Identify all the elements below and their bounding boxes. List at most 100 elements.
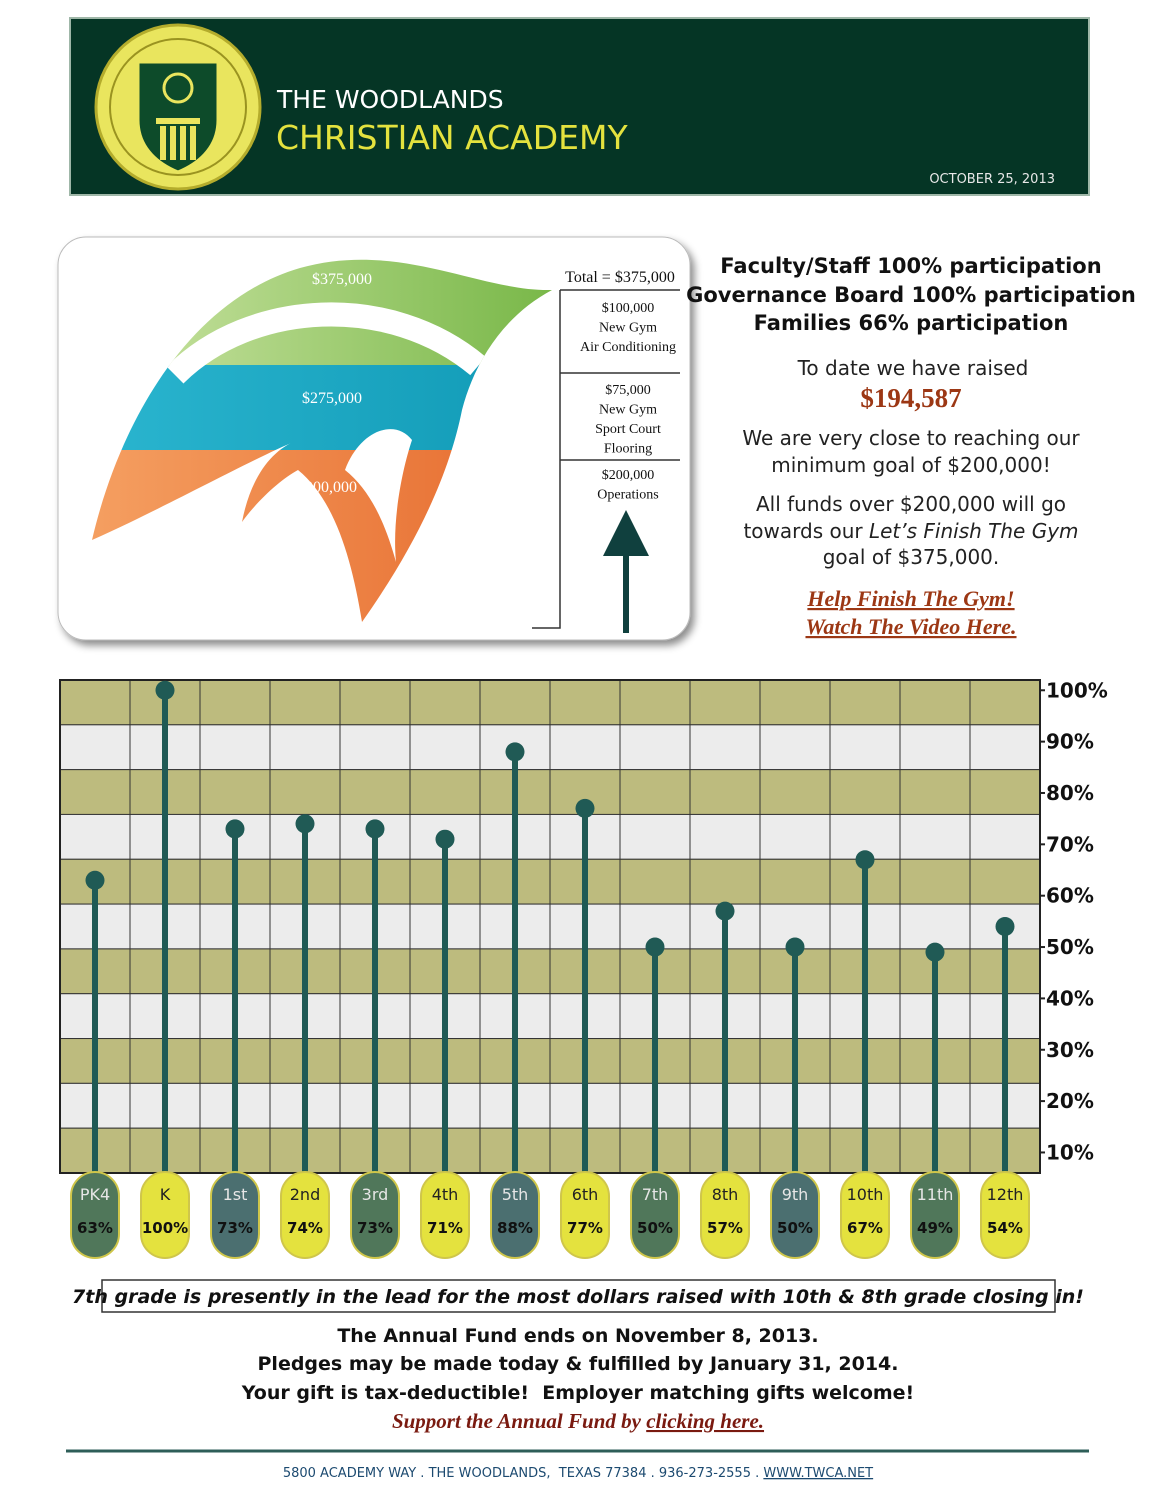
- school-name-1: THE WOODLANDS: [276, 85, 504, 114]
- box-item: Sport Court: [595, 422, 661, 437]
- y-tick-label: 10%: [1046, 1140, 1094, 1164]
- box-item: New Gym: [599, 321, 657, 336]
- y-tick-label: 40%: [1046, 986, 1094, 1010]
- funds-line: All funds over $200,000 will go: [756, 492, 1066, 516]
- dot: [295, 814, 315, 834]
- dot: [435, 829, 455, 849]
- website[interactable]: WWW.TWCA.NET: [763, 1466, 873, 1481]
- grade-pill: [70, 1171, 120, 1259]
- raised-intro: To date we have raised: [797, 356, 1029, 380]
- note-line: The Annual Fund ends on November 8, 2013…: [337, 1325, 818, 1347]
- band-label: $275,000: [302, 390, 362, 407]
- x-tick-label: 12th: [987, 1185, 1024, 1204]
- grade-pill: [350, 1171, 400, 1259]
- note-line: Pledges may be made today & fulfilled by…: [258, 1353, 899, 1375]
- value-label: 73%: [357, 1219, 393, 1237]
- grade-pill: [140, 1171, 190, 1259]
- address: 5800 ACADEMY WAY . THE WOODLANDS, TEXAS …: [283, 1466, 764, 1481]
- value-label: 73%: [217, 1219, 253, 1237]
- video-link[interactable]: Help Finish The Gym!: [806, 586, 1014, 611]
- value-label: 74%: [287, 1219, 323, 1237]
- close-line: minimum goal of $200,000!: [771, 453, 1050, 477]
- box-item: New Gym: [599, 403, 657, 418]
- dot: [155, 680, 175, 700]
- dot: [785, 937, 805, 957]
- dot: [365, 819, 385, 839]
- participation: Faculty/Staff 100% participation: [720, 254, 1101, 278]
- value-label: 67%: [847, 1219, 883, 1237]
- y-tick-label: 50%: [1046, 935, 1094, 959]
- logo: [94, 23, 262, 191]
- dot: [995, 917, 1015, 936]
- y-tick-label: 20%: [1046, 1089, 1094, 1113]
- funds-line: towards our Let’s Finish The Gym: [743, 519, 1078, 543]
- support-text: Support the Annual Fund by: [392, 1409, 646, 1433]
- value-label: 100%: [142, 1219, 188, 1237]
- footer: 5800 ACADEMY WAY . THE WOODLANDS, TEXAS …: [283, 1466, 873, 1481]
- value-label: 88%: [497, 1219, 533, 1237]
- value-label: 77%: [567, 1219, 603, 1237]
- box-item: $75,000: [605, 383, 651, 398]
- x-tick-label: 5th: [502, 1185, 529, 1204]
- grade-pill: [280, 1171, 330, 1259]
- dot: [925, 942, 945, 962]
- y-tick-label: 80%: [1046, 781, 1094, 805]
- box-lines: [532, 289, 680, 629]
- box-item: $100,000: [602, 301, 655, 316]
- dot: [855, 850, 875, 870]
- funds-italic: Let’s Finish The Gym: [869, 519, 1079, 543]
- date: OCTOBER 25, 2013: [929, 172, 1055, 187]
- video-link[interactable]: Watch The Video Here.: [805, 614, 1016, 639]
- value-label: 57%: [707, 1219, 743, 1237]
- value-label: 50%: [637, 1219, 673, 1237]
- support-link[interactable]: clicking here.: [646, 1409, 764, 1433]
- x-tick-label: 1st: [223, 1185, 248, 1204]
- x-tick-label: 11th: [917, 1185, 954, 1204]
- funds-text: towards our: [743, 519, 869, 543]
- value-label: 49%: [917, 1219, 953, 1237]
- x-tick-label: 4th: [432, 1185, 459, 1204]
- box-item: $200,000: [602, 468, 655, 483]
- grade-pill: [560, 1171, 610, 1259]
- x-tick-label: 10th: [847, 1185, 884, 1204]
- box-item: Air Conditioning: [580, 340, 676, 355]
- y-tick-label: 90%: [1046, 730, 1094, 754]
- plot-border: [59, 679, 1041, 1174]
- note-line: Your gift is tax-deductible! Employer ma…: [241, 1382, 914, 1404]
- support: Support the Annual Fund by clicking here…: [392, 1409, 764, 1433]
- grade-pill: [490, 1171, 540, 1259]
- header: THE WOODLANDS CHRISTIAN ACADEMY OCTOBER …: [69, 17, 1090, 196]
- x-tick-label: 2nd: [290, 1185, 320, 1204]
- chart: 100% 90% 80% 70% 60% 50% 40% 30% 20% 10% PK4 63% K 10…: [59, 678, 1108, 1259]
- grade-pill: [840, 1171, 890, 1259]
- dot: [645, 937, 665, 957]
- x-tick-label: 8th: [712, 1185, 739, 1204]
- grade-pill: [210, 1171, 260, 1259]
- box-item: Operations: [597, 488, 658, 503]
- y-tick-label: 100%: [1046, 678, 1108, 702]
- value-label: 63%: [77, 1219, 113, 1237]
- close-line: We are very close to reaching our: [742, 426, 1080, 450]
- participation: Families 66% participation: [754, 311, 1069, 335]
- x-tick-label: 6th: [572, 1185, 599, 1204]
- school-name-2: CHRISTIAN ACADEMY: [276, 118, 628, 157]
- grade-pill: [420, 1171, 470, 1259]
- y-tick-label: 60%: [1046, 884, 1094, 908]
- dot: [225, 819, 245, 839]
- gym-graphic: $375,000 $275,000 $200,000 Total = $375,…: [57, 236, 691, 641]
- band-label: $200,000: [297, 479, 357, 496]
- y-tick-label: 30%: [1046, 1038, 1094, 1062]
- grade-pill: [630, 1171, 680, 1259]
- lead: 7th grade is presently in the lead for t…: [72, 1286, 1084, 1308]
- summary: Faculty/Staff 100% participation Governa…: [686, 254, 1136, 639]
- y-tick-label: 70%: [1046, 832, 1094, 856]
- x-tick-label: 3rd: [362, 1185, 389, 1204]
- box-item: Flooring: [604, 442, 652, 457]
- band-label: $375,000: [312, 271, 372, 288]
- value-label: 50%: [777, 1219, 813, 1237]
- box-items: $100,000 New Gym Air Conditioning $75,000 Ne…: [580, 301, 676, 503]
- notes: 7th grade is presently in the lead for t…: [72, 1279, 1084, 1433]
- dot: [85, 870, 105, 890]
- grade-pill: [770, 1171, 820, 1259]
